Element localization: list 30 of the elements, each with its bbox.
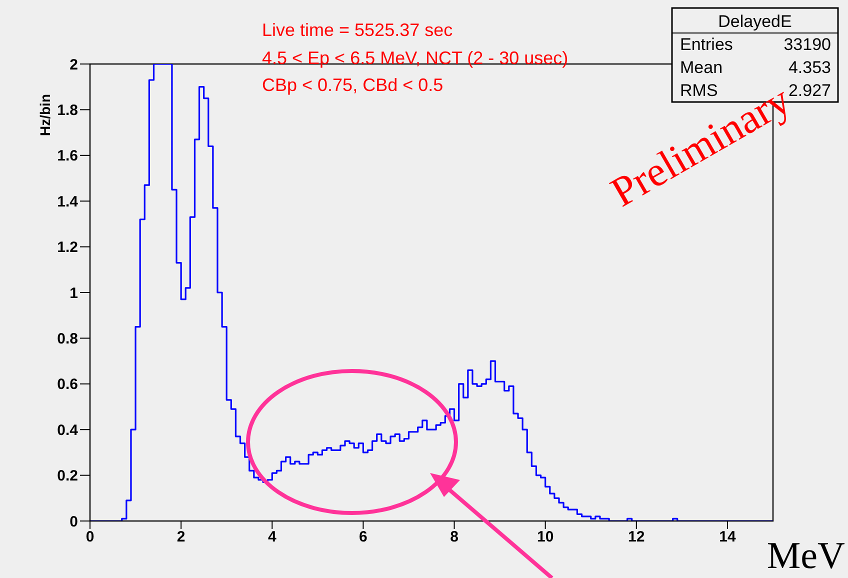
annotation: 4.5 < Ep < 6.5 MeV, NCT (2 - 30 usec) [262, 48, 568, 68]
x-tick-label: 8 [450, 528, 458, 546]
y-tick-label: 1.6 [57, 148, 78, 165]
y-tick-label: 0 [70, 513, 78, 530]
y-tick-label: 2 [70, 56, 78, 74]
x-tick-label: 6 [359, 528, 368, 546]
text: 2.927 [788, 81, 831, 100]
y-tick-label: 1.8 [57, 102, 78, 120]
y-tick-label: 1.4 [57, 193, 79, 210]
x-axis-title: MeV [766, 535, 846, 577]
y-tick-label: 0.2 [57, 468, 78, 485]
x-tick-label: 0 [86, 528, 94, 546]
text: 4.353 [788, 58, 831, 77]
y-tick-label: 0.6 [57, 376, 78, 394]
y-tick-label: 1 [70, 284, 78, 302]
annotation: Mean [680, 58, 723, 77]
y-axis-title: Hz/bin [36, 94, 53, 136]
x-tick-label: 4 [268, 528, 277, 546]
x-tick-label: 10 [536, 528, 554, 546]
y-tick-label: 0.8 [57, 330, 78, 348]
y-tick-label: 1.2 [57, 239, 78, 256]
x-tick-label: 2 [176, 528, 186, 546]
x-tick-label: 12 [628, 528, 645, 546]
text: Entries [680, 35, 733, 54]
y-tick-label: 0.4 [57, 422, 79, 439]
x-tick-label: 14 [719, 528, 736, 546]
annotation: CBp < 0.75, CBd < 0.5 [262, 75, 444, 95]
text: 33190 [784, 35, 831, 54]
text: Live time = 5525.37 sec [262, 20, 453, 40]
text: DelayedE [718, 12, 792, 31]
